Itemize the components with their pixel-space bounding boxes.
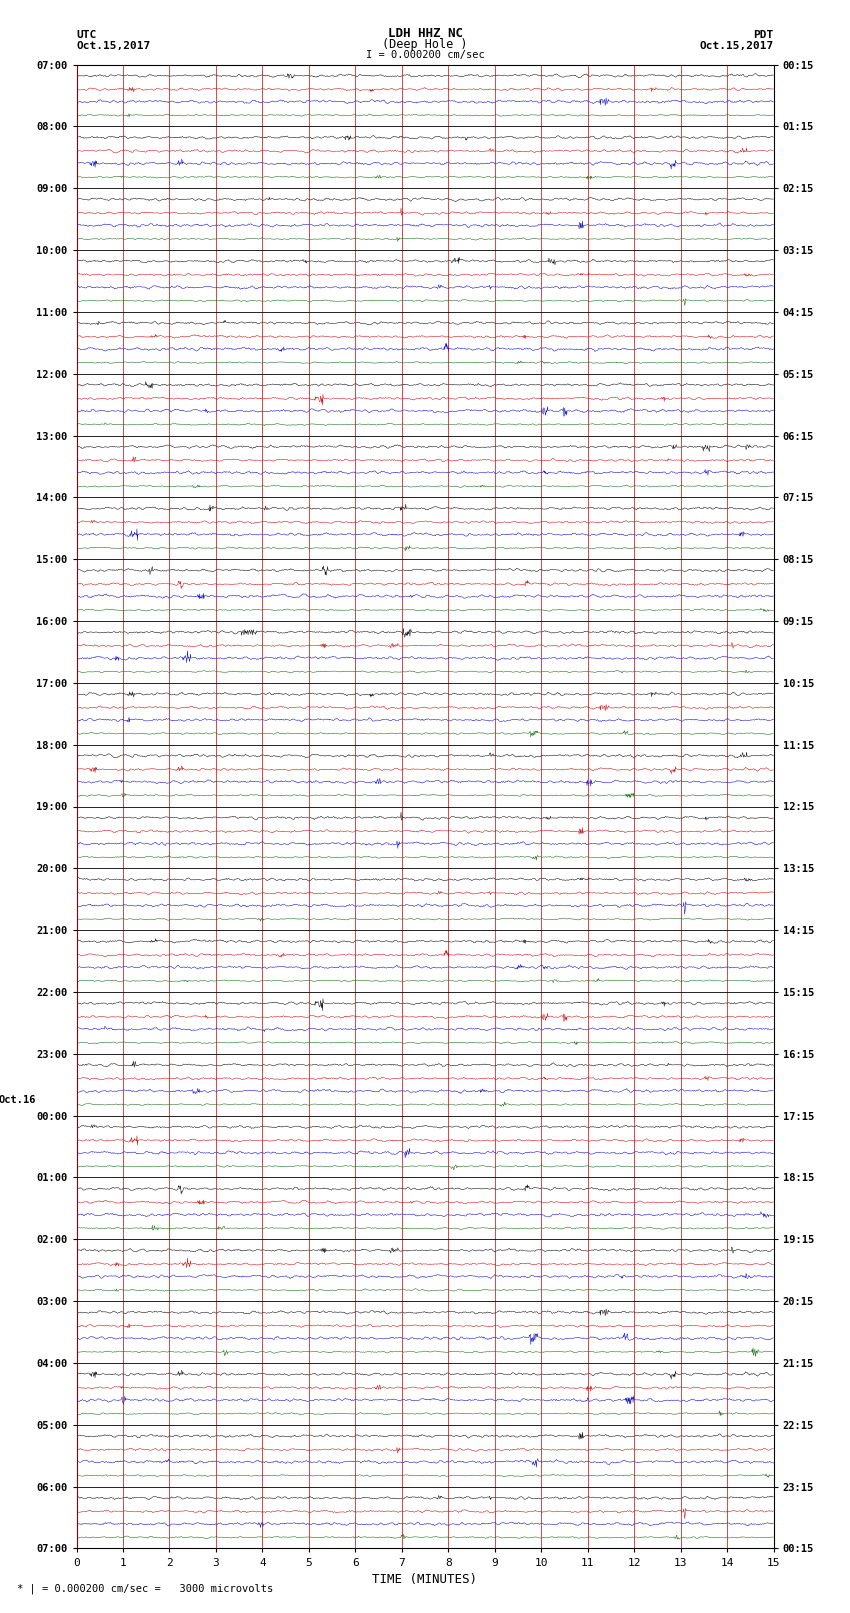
Text: * | = 0.000200 cm/sec =   3000 microvolts: * | = 0.000200 cm/sec = 3000 microvolts [17, 1582, 273, 1594]
Text: PDT: PDT [753, 29, 774, 39]
Text: I = 0.000200 cm/sec: I = 0.000200 cm/sec [366, 50, 484, 60]
X-axis label: TIME (MINUTES): TIME (MINUTES) [372, 1573, 478, 1586]
Text: Oct.16: Oct.16 [0, 1095, 37, 1105]
Text: Oct.15,2017: Oct.15,2017 [76, 40, 150, 50]
Text: (Deep Hole ): (Deep Hole ) [382, 37, 468, 50]
Text: LDH HHZ NC: LDH HHZ NC [388, 26, 462, 39]
Text: UTC: UTC [76, 29, 97, 39]
Text: Oct.15,2017: Oct.15,2017 [700, 40, 774, 50]
